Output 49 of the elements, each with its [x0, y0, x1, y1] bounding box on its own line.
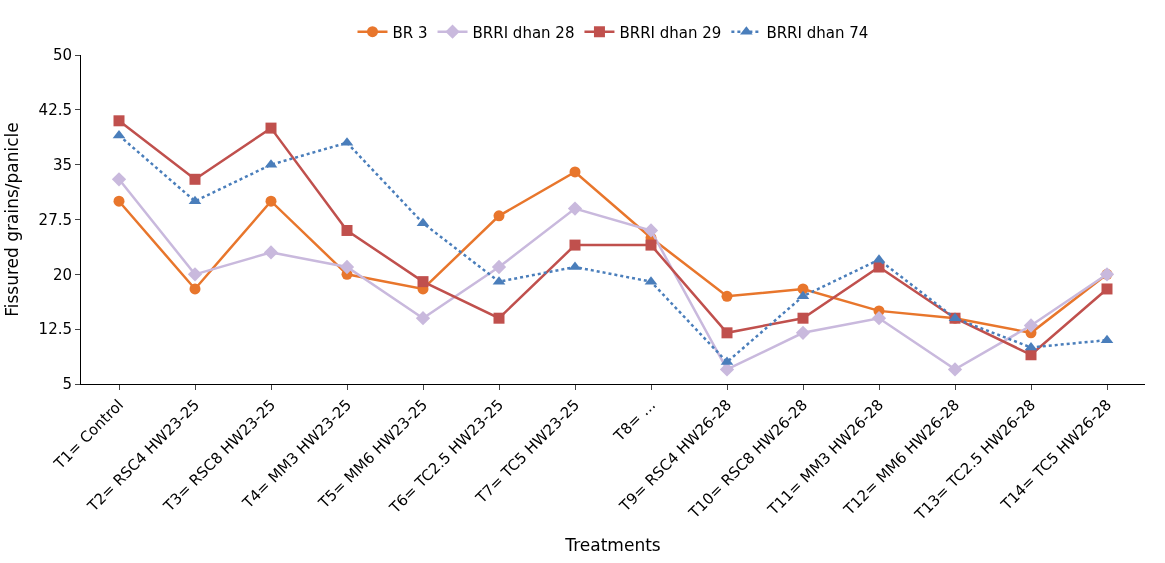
y-axis-title: Fissured grains/panicle: [2, 122, 23, 317]
point: [493, 312, 505, 324]
y-tick-label: 50: [52, 46, 72, 65]
point: [567, 201, 583, 216]
point: [645, 239, 657, 251]
point: [947, 362, 963, 377]
point: [113, 195, 125, 207]
y-tick-label: 5: [62, 375, 72, 394]
x-axis-title: Treatments: [564, 534, 661, 555]
point: [797, 312, 809, 324]
point: [1023, 318, 1039, 333]
legend-label: BRRI dhan 29: [619, 23, 722, 42]
y-tick-label: 12.5: [38, 320, 72, 339]
point: [415, 311, 431, 326]
point: [339, 259, 355, 275]
point: [189, 283, 201, 295]
point: [1101, 283, 1113, 295]
point: [871, 311, 887, 326]
y-tick-label: 42.5: [38, 101, 72, 120]
point: [721, 290, 733, 302]
point: [265, 195, 277, 207]
point: [112, 129, 126, 139]
point: [721, 327, 733, 339]
legend-label: BRRI dhan 28: [472, 23, 575, 42]
point: [643, 223, 659, 238]
point: [569, 166, 581, 178]
y-tick-label: 27.5: [38, 210, 72, 229]
x-tick-label: T8= …: [609, 395, 660, 446]
point: [569, 239, 581, 251]
y-tick-label: 20: [52, 265, 72, 284]
point: [493, 210, 505, 222]
point: [265, 122, 277, 134]
point: [111, 172, 127, 187]
point: [263, 245, 279, 260]
point: [1025, 349, 1037, 361]
point: [719, 362, 735, 377]
point: [795, 325, 811, 340]
legend-label: BR 3: [392, 23, 428, 42]
point: [1024, 341, 1038, 351]
point: [417, 276, 429, 288]
point: [873, 261, 885, 273]
point: [341, 224, 353, 236]
point: [189, 173, 201, 185]
point: [491, 259, 507, 275]
point: [187, 267, 203, 282]
legend-label: BRRI dhan 74: [766, 23, 869, 42]
point: [113, 115, 125, 127]
point: [796, 290, 810, 300]
y-tick-label: 35: [52, 155, 72, 174]
